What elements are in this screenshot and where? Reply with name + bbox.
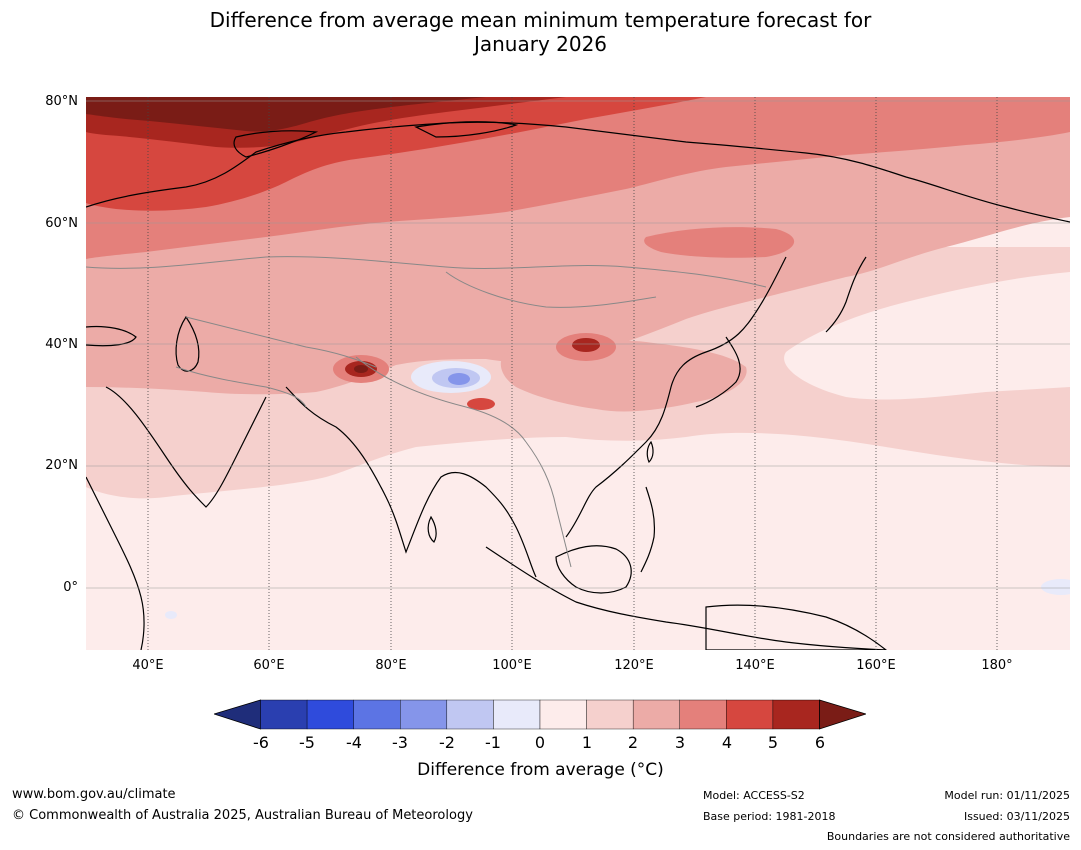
lon-label-160e: 160°E bbox=[856, 658, 896, 673]
footer-issued: Issued: 03/11/2025 bbox=[963, 810, 1070, 823]
lat-label-0: 0° bbox=[63, 580, 78, 595]
cb-tick-neg1: -1 bbox=[485, 733, 501, 752]
colorbar-segment bbox=[586, 699, 634, 730]
lat-label-80n: 80°N bbox=[45, 94, 78, 109]
coast-black-sea bbox=[86, 325, 137, 347]
anomaly-band-3-4-east bbox=[644, 227, 795, 258]
cb-tick-neg4: -4 bbox=[346, 733, 362, 752]
lat-label-40n: 40°N bbox=[45, 337, 78, 352]
cb-tick-neg3: -3 bbox=[392, 733, 408, 752]
lat-label-60n: 60°N bbox=[45, 216, 78, 231]
chart-title: Difference from average mean minimum tem… bbox=[0, 8, 1081, 56]
coast-taiwan bbox=[646, 440, 654, 464]
footer-base-period: Base period: 1981-2018 bbox=[703, 810, 836, 823]
lon-label-120e: 120°E bbox=[614, 658, 654, 673]
colorbar-extend-high bbox=[819, 699, 866, 730]
cb-tick-3: 3 bbox=[674, 733, 686, 752]
coast-japan bbox=[695, 336, 741, 408]
cb-tick-neg6: -6 bbox=[253, 733, 269, 752]
hotspot-tibet-south bbox=[467, 398, 495, 410]
anomaly-band-above-6 bbox=[86, 97, 486, 132]
anomaly-band-2-3-central-asia bbox=[500, 340, 747, 412]
coast-novaya-zemlya bbox=[233, 130, 319, 158]
cool-anomaly-pacific bbox=[1041, 579, 1070, 595]
footer-website: www.bom.gov.au/climate bbox=[12, 787, 176, 802]
coast-sri-lanka bbox=[427, 515, 437, 543]
cb-tick-6: 6 bbox=[814, 733, 826, 752]
boundary-indochina bbox=[525, 441, 572, 568]
coast-east-asia bbox=[565, 256, 787, 538]
cb-tick-0: 0 bbox=[534, 733, 546, 752]
colorbar-segment bbox=[306, 699, 354, 730]
coast-borneo bbox=[555, 545, 632, 594]
footer-disclaimer: Boundaries are not considered authoritat… bbox=[826, 830, 1070, 843]
temperature-anomaly-map bbox=[86, 97, 1070, 650]
coast-indonesia bbox=[485, 546, 887, 650]
colorbar-segment bbox=[493, 699, 541, 730]
colorbar-segment bbox=[260, 699, 308, 730]
cb-tick-5: 5 bbox=[767, 733, 779, 752]
lon-label-140e: 140°E bbox=[735, 658, 775, 673]
colorbar-segment bbox=[772, 699, 820, 730]
coast-africa-east bbox=[86, 476, 145, 650]
coast-new-guinea bbox=[705, 604, 887, 650]
lon-label-60e: 60°E bbox=[253, 658, 285, 673]
cb-tick-1: 1 bbox=[581, 733, 593, 752]
footer-model-run: Model run: 01/11/2025 bbox=[944, 789, 1070, 802]
coast-south-asia bbox=[285, 386, 537, 578]
cb-tick-2: 2 bbox=[627, 733, 639, 752]
coast-kamchatka bbox=[825, 256, 867, 333]
coast-philippines bbox=[640, 486, 656, 573]
colorbar-extend-low bbox=[214, 699, 261, 730]
colorbar-label: Difference from average (°C) bbox=[417, 760, 664, 780]
cool-anomaly-indian-ocean bbox=[165, 611, 177, 619]
cb-tick-neg2: -2 bbox=[439, 733, 455, 752]
boundary-iran bbox=[175, 366, 307, 408]
colorbar-segment bbox=[400, 699, 448, 730]
colorbar-segment bbox=[446, 699, 494, 730]
cb-tick-4: 4 bbox=[721, 733, 733, 752]
parallels bbox=[86, 100, 1070, 589]
lon-label-80e: 80°E bbox=[375, 658, 407, 673]
coastlines bbox=[86, 121, 1070, 650]
colorbar bbox=[214, 699, 866, 730]
boundary-central-asia bbox=[185, 316, 377, 368]
lon-label-40e: 40°E bbox=[132, 658, 164, 673]
gridlines bbox=[147, 97, 998, 650]
title-line-1: Difference from average mean minimum tem… bbox=[209, 8, 872, 32]
lon-label-180: 180° bbox=[981, 658, 1013, 673]
colorbar-segment bbox=[539, 699, 587, 730]
colorbar-segment bbox=[679, 699, 727, 730]
title-line-2: January 2026 bbox=[473, 32, 608, 56]
coast-eurasia-north bbox=[86, 121, 1070, 223]
boundary-russia-south bbox=[86, 256, 767, 288]
colorbar-segment bbox=[632, 699, 680, 730]
footer-copyright: © Commonwealth of Australia 2025, Austra… bbox=[12, 808, 473, 823]
hotspot-north-china-core bbox=[572, 338, 600, 352]
coast-taymyr bbox=[414, 121, 519, 138]
footer-model: Model: ACCESS-S2 bbox=[703, 789, 805, 802]
cb-tick-neg5: -5 bbox=[299, 733, 315, 752]
hotspot-karakoram-center bbox=[354, 365, 368, 373]
lon-label-100e: 100°E bbox=[492, 658, 532, 673]
colorbar-segment bbox=[726, 699, 774, 730]
boundary-china-mongolia bbox=[445, 271, 657, 308]
cool-anomaly-tibet-core bbox=[448, 373, 470, 385]
colorbar-segment bbox=[353, 699, 401, 730]
lat-label-20n: 20°N bbox=[45, 458, 78, 473]
coast-arabia bbox=[105, 386, 267, 508]
